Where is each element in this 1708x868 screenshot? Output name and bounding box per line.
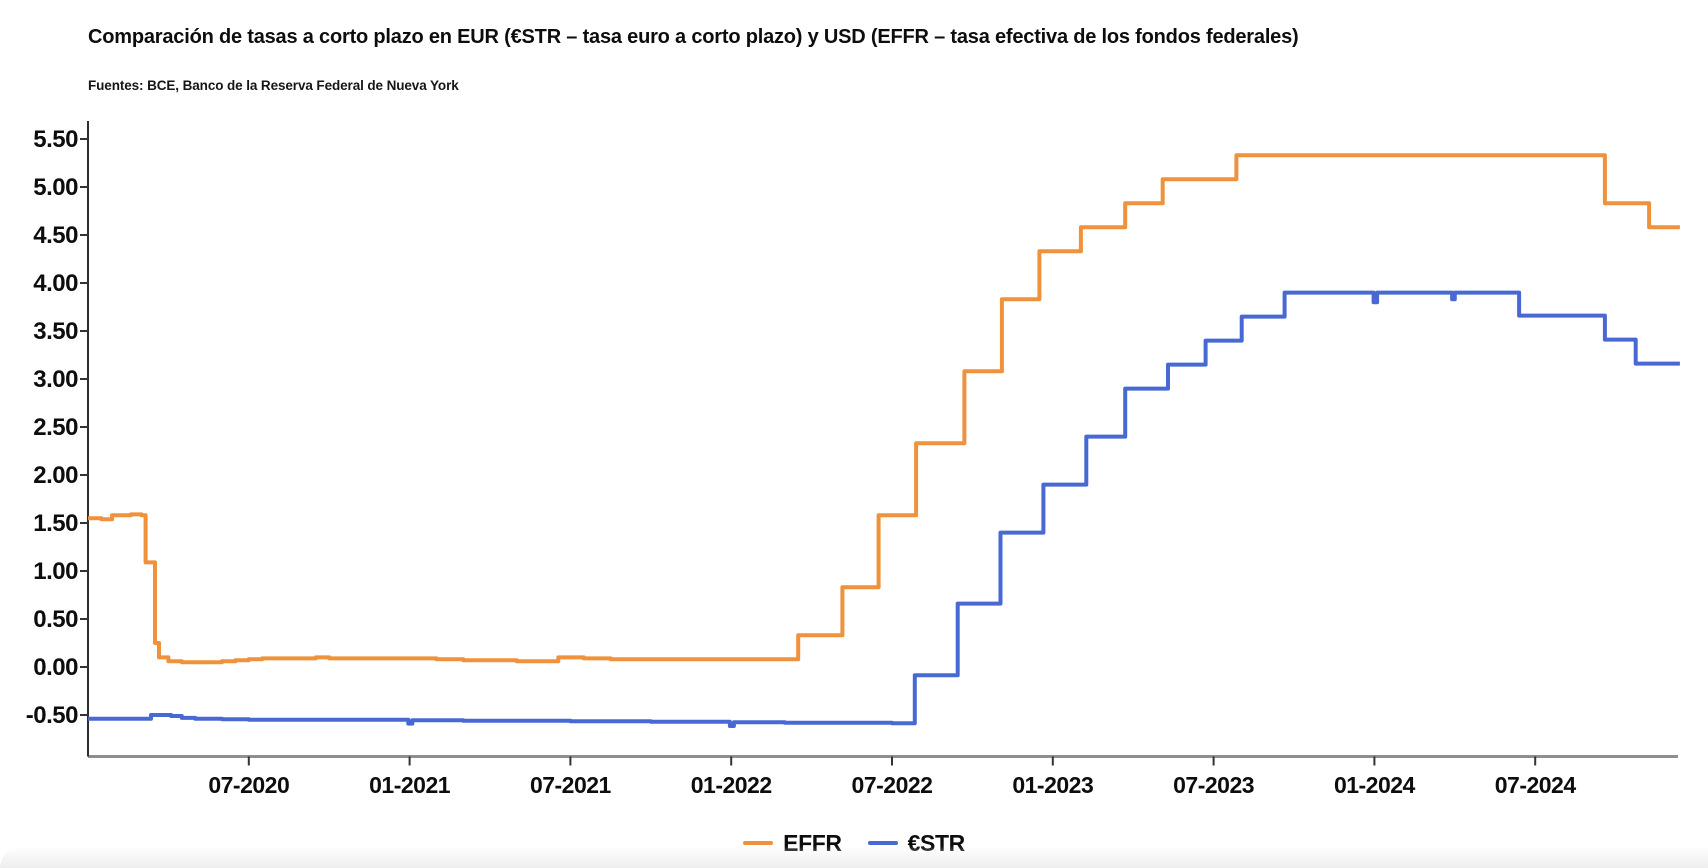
legend-swatch-effr-icon	[743, 840, 774, 846]
y-axis-tick-label: -0.50	[26, 702, 78, 729]
y-axis-tick-label: 2.00	[33, 462, 78, 489]
y-axis-tick-label: 1.00	[33, 558, 78, 585]
chart-source: Fuentes: BCE, Banco de la Reserva Federa…	[88, 78, 459, 93]
y-axis-tick-label: 5.00	[33, 174, 78, 201]
x-axis-tick-label: 07-2022	[852, 772, 933, 798]
x-axis-tick-label: 01-2024	[1334, 772, 1416, 798]
y-axis-tick-label: 0.00	[33, 654, 78, 681]
x-axis-tick-label: 01-2023	[1012, 772, 1093, 798]
series-line-str	[88, 290, 1680, 728]
x-axis-tick-label: 07-2021	[530, 772, 612, 798]
legend-swatch-estr-icon	[867, 840, 898, 846]
series-line-effr	[88, 153, 1680, 665]
page-bottom-edge	[0, 846, 1708, 868]
x-axis-tick-label: 07-2020	[208, 772, 289, 798]
y-axis-tick-label: 0.50	[33, 606, 78, 633]
x-axis-tick-label: 01-2022	[691, 772, 772, 798]
y-axis-tick-label: 4.00	[33, 270, 78, 297]
y-axis-tick-label: 5.50	[33, 126, 78, 153]
y-axis-tick-label: 3.00	[33, 366, 78, 393]
y-axis-tick-label: 3.50	[33, 318, 78, 345]
x-axis-tick-label: 01-2021	[369, 772, 451, 798]
y-axis-tick-label: 2.50	[33, 414, 78, 441]
x-axis-tick-label: 07-2024	[1495, 772, 1577, 798]
y-axis-tick-label: 4.50	[33, 222, 78, 249]
x-axis-tick-label: 07-2023	[1173, 772, 1254, 798]
y-axis-tick-label: 1.50	[33, 510, 78, 537]
chart-title: Comparación de tasas a corto plazo en EU…	[88, 26, 1299, 48]
